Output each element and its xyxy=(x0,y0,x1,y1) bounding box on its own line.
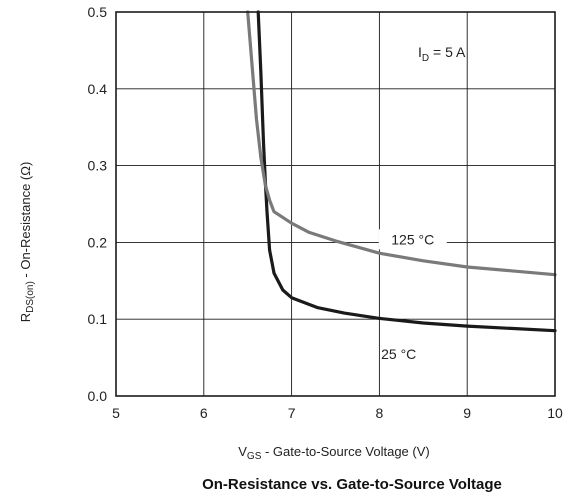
annotation-sub: D xyxy=(422,53,429,64)
grid xyxy=(116,12,555,396)
x-tick-label: 8 xyxy=(376,405,384,421)
y-axis-label-sub: DS(on) xyxy=(25,281,36,313)
y-axis-label-rest: - On-Resistance (Ω) xyxy=(18,162,33,282)
current-annotation: ID = 5 A xyxy=(418,44,466,64)
y-tick-label: 0.4 xyxy=(88,81,108,97)
x-tick-label: 9 xyxy=(463,405,471,421)
plot-frame xyxy=(115,11,556,397)
series-group: 125 °C 25 °C xyxy=(246,10,557,362)
y-tick-label: 0.3 xyxy=(88,158,108,174)
series-label-25c: 25 °C xyxy=(381,346,416,362)
label-backdrop xyxy=(378,229,447,250)
x-axis-label-rest: - Gate-to-Source Voltage (V) xyxy=(261,444,429,459)
series-label-125c: 125 °C xyxy=(391,231,434,247)
series-line xyxy=(256,10,557,333)
annotation-main: I xyxy=(418,44,422,60)
y-tick-label: 0.2 xyxy=(88,234,108,250)
x-axis-label-sub: GS xyxy=(247,451,262,462)
chart-title: On-Resistance vs. Gate-to-Source Voltage xyxy=(202,476,502,493)
y-tick-label: 0.1 xyxy=(88,311,108,327)
y-tick-label: 0.5 xyxy=(88,4,108,20)
x-tick-label: 7 xyxy=(288,405,296,421)
x-axis-label: VGS - Gate-to-Source Voltage (V) xyxy=(238,444,429,462)
x-axis-label-main: V xyxy=(238,444,247,459)
x-tick-label: 6 xyxy=(200,405,208,421)
y-axis-label-main: R xyxy=(18,313,33,322)
x-tick-label: 5 xyxy=(112,405,120,421)
tick-labels: 5 6 7 8 9 10 0.0 0.1 0.2 0.3 0.4 0.5 xyxy=(88,4,563,421)
y-tick-label: 0.0 xyxy=(88,388,108,404)
x-tick-label: 10 xyxy=(547,405,563,421)
series-line xyxy=(246,10,557,277)
annotation-rest: = 5 A xyxy=(429,44,466,60)
y-axis-label: RDS(on) - On-Resistance (Ω) xyxy=(18,162,36,323)
